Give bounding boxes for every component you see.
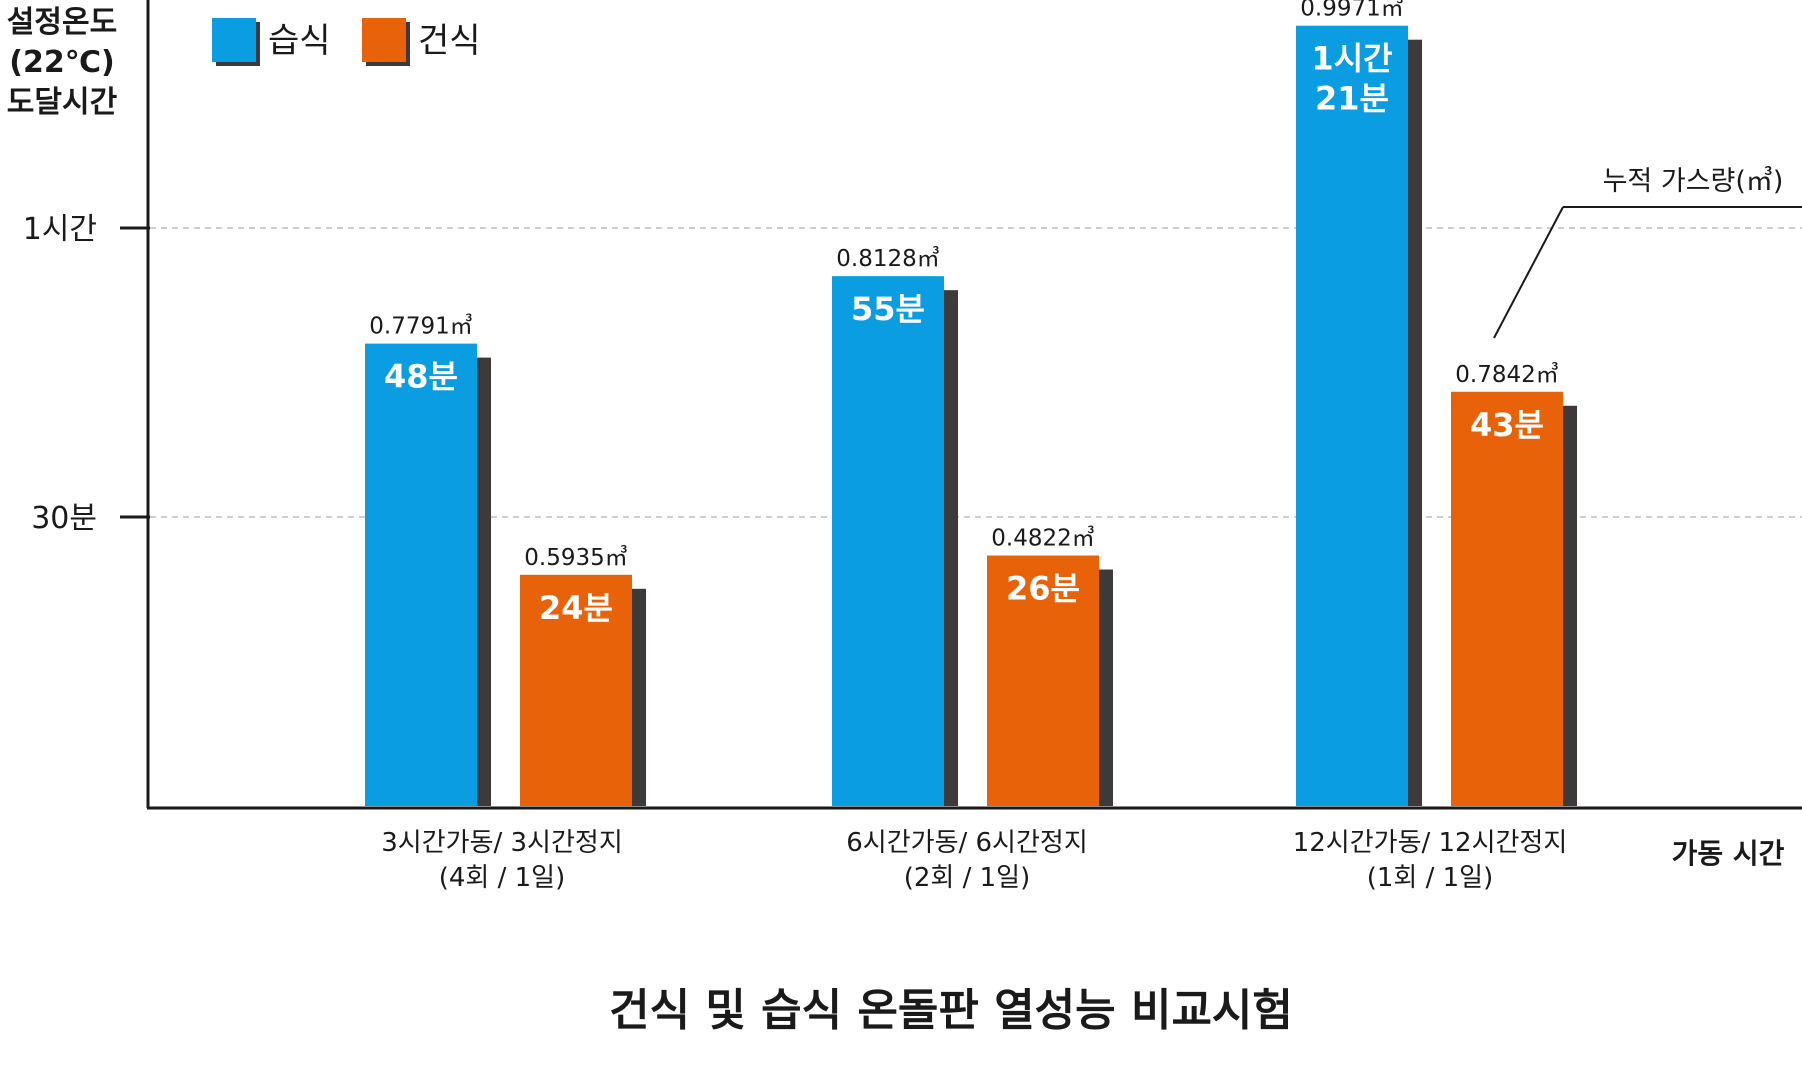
legend-label-wet: 습식 [268, 21, 331, 61]
legend-swatch-dry [362, 18, 406, 62]
y-axis-title-line-3: 도달시간 [7, 85, 118, 120]
value-label-dry-group-3-line-1: 43분 [1470, 406, 1544, 444]
gas-annotation-label: 누적 가스량(㎥) [1603, 166, 1784, 197]
bar-wet-group-3 [1296, 25, 1408, 806]
bar-wet-group-1 [365, 343, 477, 806]
x-label-group-2-line-1: 6시간가동/ 6시간정지 [846, 828, 1087, 858]
y-axis-title-line-1: 설정온도 [7, 5, 117, 40]
legend-swatch-wet [212, 18, 256, 62]
bar-dry-group-2 [987, 555, 1099, 806]
x-axis-title: 가동 시간 [1672, 837, 1785, 870]
chart-title: 건식 및 습식 온돌판 열성능 비교시험 [609, 985, 1293, 1036]
y-ticks: 30분 1시간 [23, 212, 150, 536]
legend-label-dry: 건식 [418, 21, 481, 61]
y-tick-label-1: 30분 [31, 501, 97, 536]
x-label-group-3-line-2: (1회 / 1일) [1367, 863, 1494, 893]
value-label-wet-group-3-line-1: 1시간 [1311, 40, 1392, 78]
gas-label-dry-group-1: 0.5935㎥ [524, 544, 627, 571]
value-label-dry-group-1-line-1: 24분 [539, 589, 613, 627]
x-label-group-2-line-2: (2회 / 1일) [904, 863, 1031, 893]
gas-label-wet-group-1: 0.7791㎥ [369, 313, 472, 340]
value-label-wet-group-2-line-1: 55분 [851, 290, 925, 328]
x-label-group-1-line-1: 3시간가동/ 3시간정지 [381, 828, 622, 858]
gas-label-wet-group-3: 0.9971㎥ [1300, 0, 1403, 22]
bar-dry-group-3 [1451, 391, 1563, 806]
y-axis-title: 설정온도 (22℃) 도달시간 [7, 5, 118, 120]
gas-label-dry-group-2: 0.4822㎥ [991, 525, 1094, 552]
x-category-labels: 3시간가동/ 3시간정지 (4회 / 1일) 6시간가동/ 6시간정지 (2회 … [381, 828, 1567, 893]
y-tick-label-2: 1시간 [23, 212, 97, 247]
gas-label-wet-group-2: 0.8128㎥ [836, 245, 939, 272]
y-axis-title-line-2: (22℃) [9, 45, 115, 80]
gas-label-dry-group-3: 0.7842㎥ [1455, 361, 1558, 388]
value-label-wet-group-3-line-2: 21분 [1315, 80, 1389, 118]
annotation-leader-line [1493, 206, 1564, 339]
x-label-group-1-line-2: (4회 / 1일) [439, 863, 566, 893]
bar-wet-group-2 [832, 276, 944, 807]
value-label-wet-group-1-line-1: 48분 [384, 358, 458, 396]
value-label-dry-group-2-line-1: 26분 [1006, 570, 1080, 608]
x-label-group-3-line-1: 12시간가동/ 12시간정지 [1293, 828, 1568, 858]
bar-dry-group-1 [520, 574, 632, 806]
legend: 습식 건식 [212, 18, 481, 66]
